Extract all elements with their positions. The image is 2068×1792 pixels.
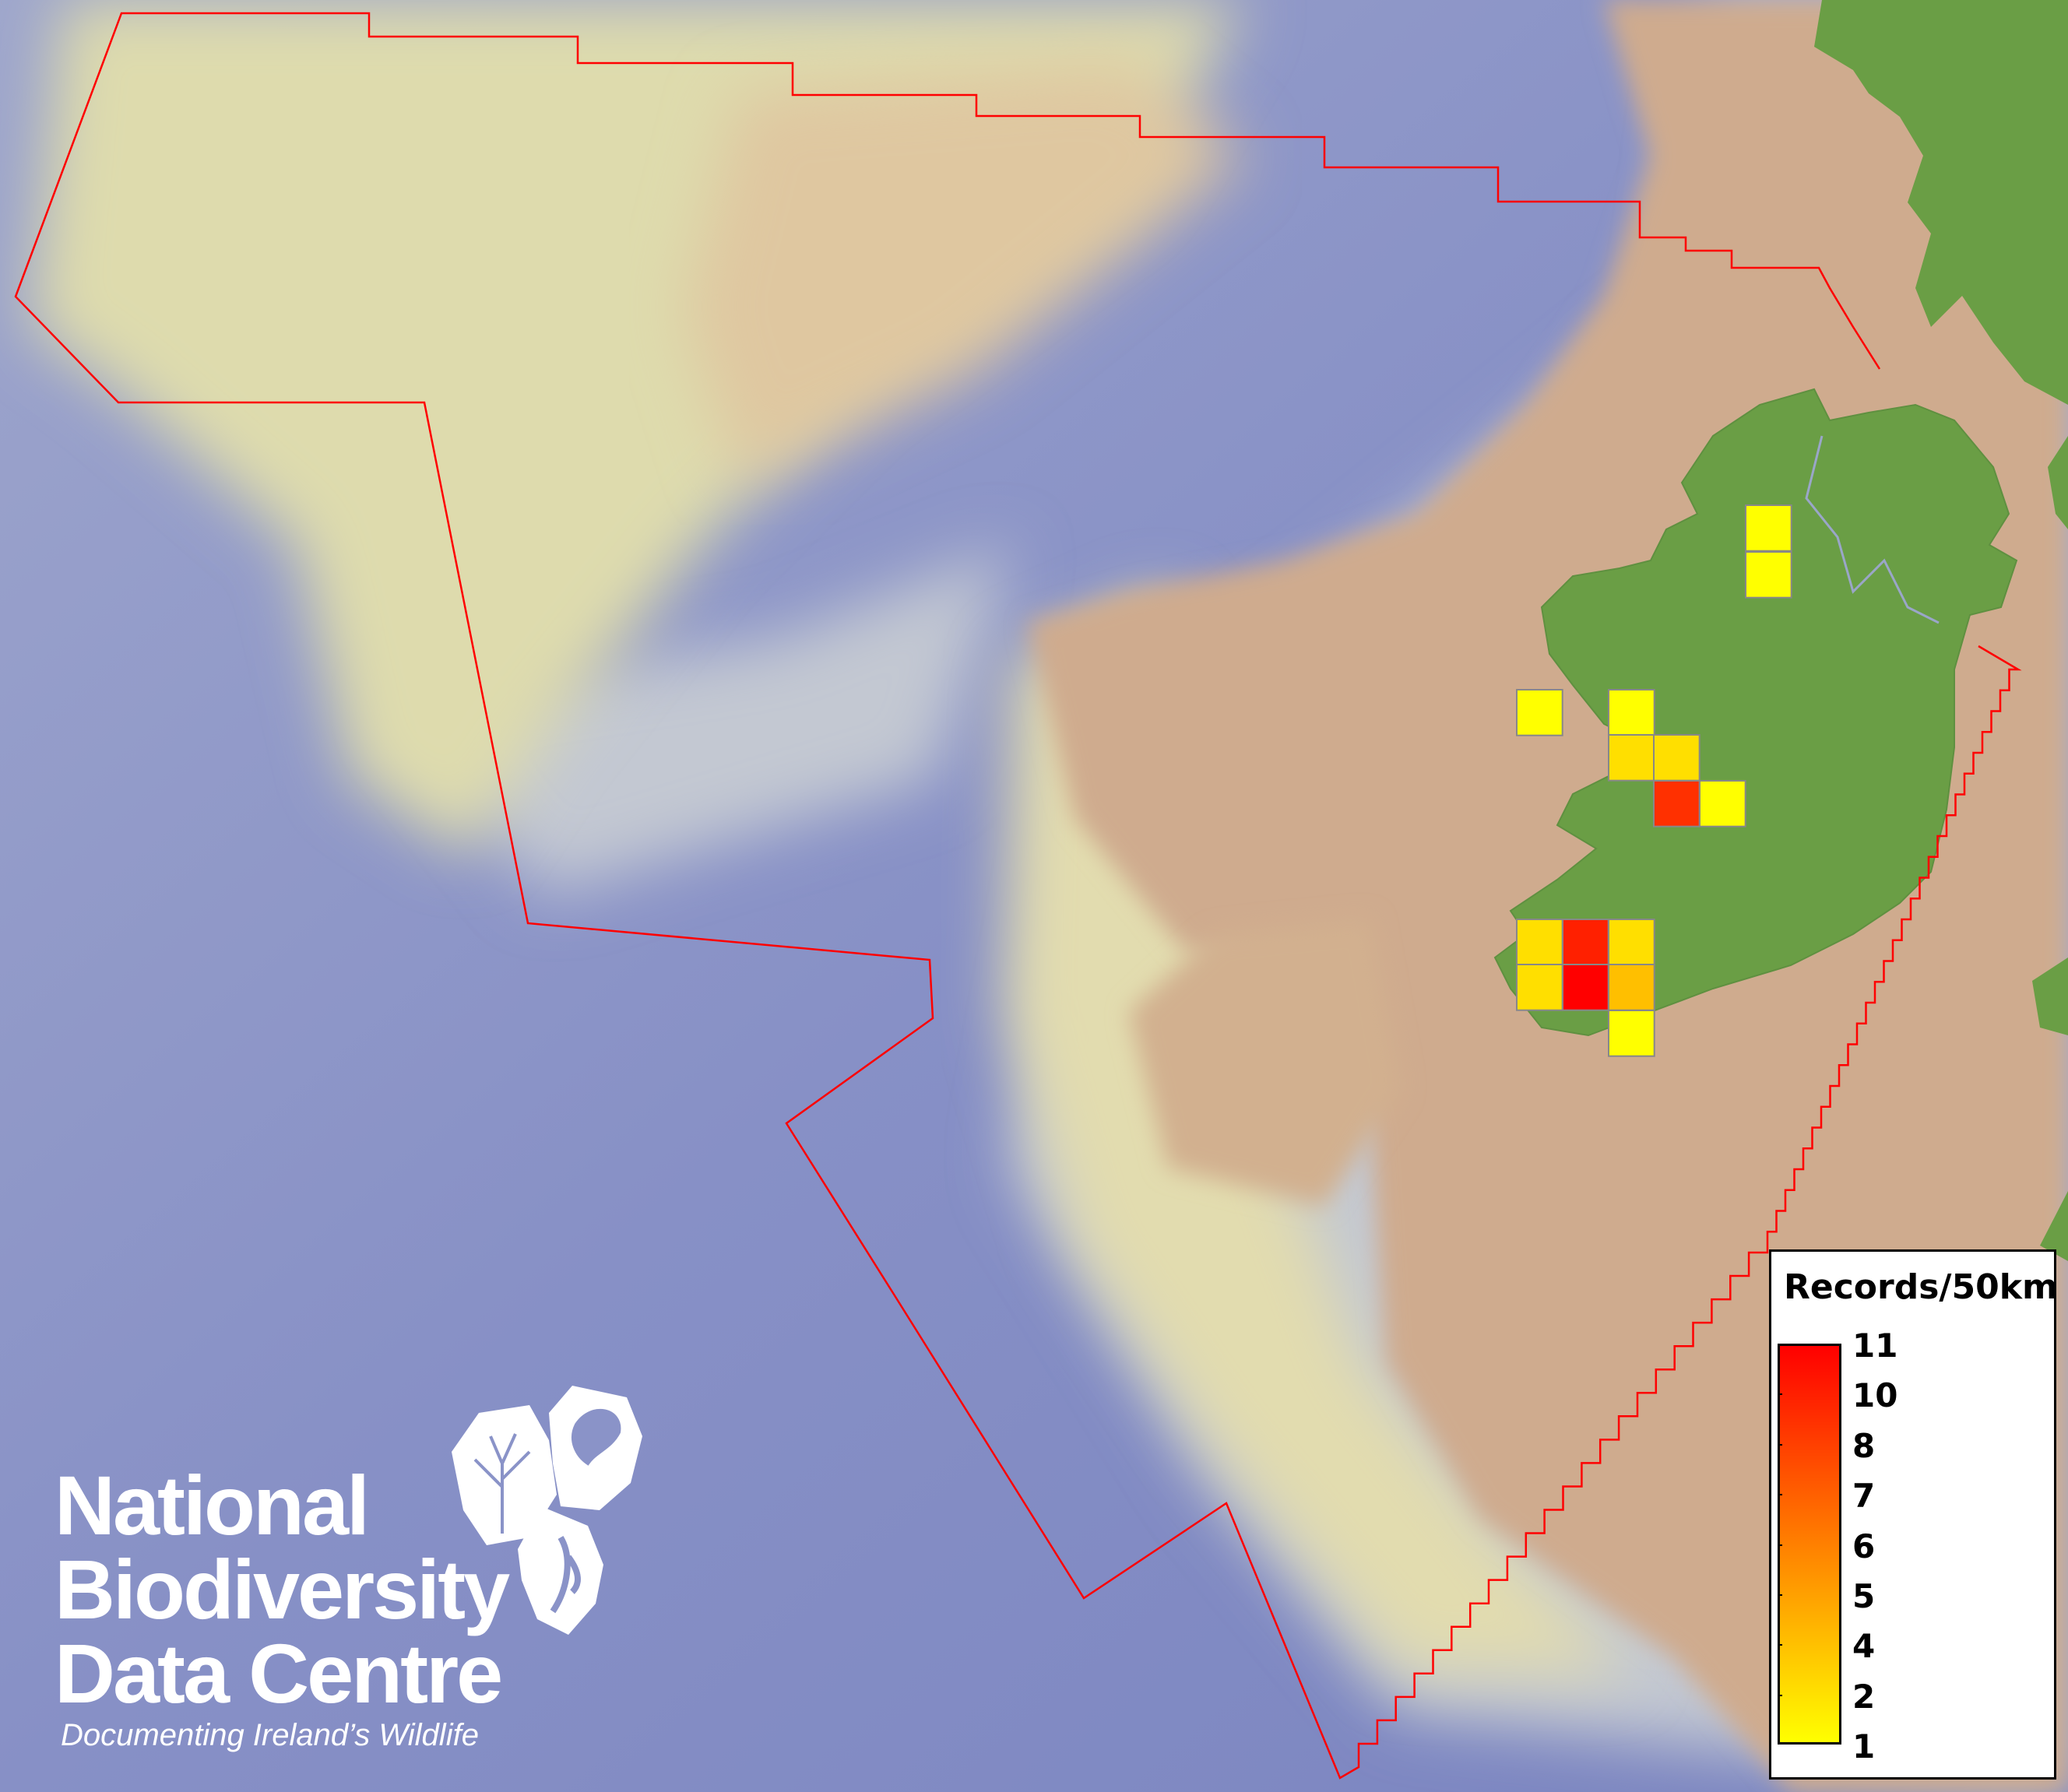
record-cell[interactable] [1562,964,1609,1011]
legend-tick-mark [1778,1393,1782,1396]
legend: Records/50km 11 10 8 7 6 5 4 2 1 [1769,1249,2058,1780]
legend-tick-label: 7 [1852,1477,1876,1516]
record-cell[interactable] [1699,780,1746,827]
shelf-west-spur [1129,919,1402,1207]
record-cell[interactable] [1745,504,1792,552]
record-cell[interactable] [1608,1010,1655,1057]
legend-tick-mark [1778,1544,1782,1546]
ireland-border-river [1805,435,1940,624]
record-cell[interactable] [1653,780,1700,827]
legend-tick-label: 11 [1852,1326,1898,1365]
bank-top [685,62,1246,483]
legend-tick-label: 2 [1852,1677,1876,1716]
legend-tick-label: 5 [1852,1576,1876,1615]
legend-colorbar [1778,1344,1841,1745]
seahorse-hexagon-icon [518,1506,603,1635]
record-cell[interactable] [1608,689,1655,736]
record-cell[interactable] [1516,919,1563,966]
logo-tagline: Documenting Ireland’s Wildlife [61,1718,479,1752]
record-cell[interactable] [1608,734,1655,782]
record-cell[interactable] [1745,551,1792,599]
britain-wales-edge [2032,436,2068,1261]
logo-text-line3: Data Centre [55,1626,503,1720]
legend-tick-mark [1778,1694,1782,1696]
logo-text-line1: National [55,1458,370,1552]
record-grid [1516,504,1792,1057]
legend-tick-mark [1778,1644,1782,1646]
nbdc-logo: National Biodiversity Data Centre Docume… [55,1378,709,1767]
legend-tick-label: 8 [1852,1426,1876,1465]
legend-tick-mark [1778,1494,1782,1496]
legend-tick-label: 10 [1852,1376,1898,1415]
legend-tick-label: 6 [1852,1527,1876,1565]
logo-hexagons-icon [452,1386,642,1635]
ireland-land [1493,388,2018,1037]
record-cell[interactable] [1608,919,1655,966]
record-cell[interactable] [1516,964,1563,1011]
record-cell[interactable] [1562,919,1609,966]
legend-tick-label: 4 [1852,1627,1876,1666]
legend-tick-label: 1 [1852,1727,1876,1766]
logo-text-line2: Biodiversity [55,1542,510,1636]
eez-boundary-line [14,12,2022,1780]
legend-tick-mark [1778,1593,1782,1596]
britain-land [1814,0,2068,405]
record-cell[interactable] [1653,734,1700,782]
record-cell[interactable] [1608,964,1655,1011]
legend-tick-mark [1778,1443,1782,1446]
record-cell[interactable] [1516,689,1563,736]
legend-title: Records/50km [1784,1267,2058,1307]
